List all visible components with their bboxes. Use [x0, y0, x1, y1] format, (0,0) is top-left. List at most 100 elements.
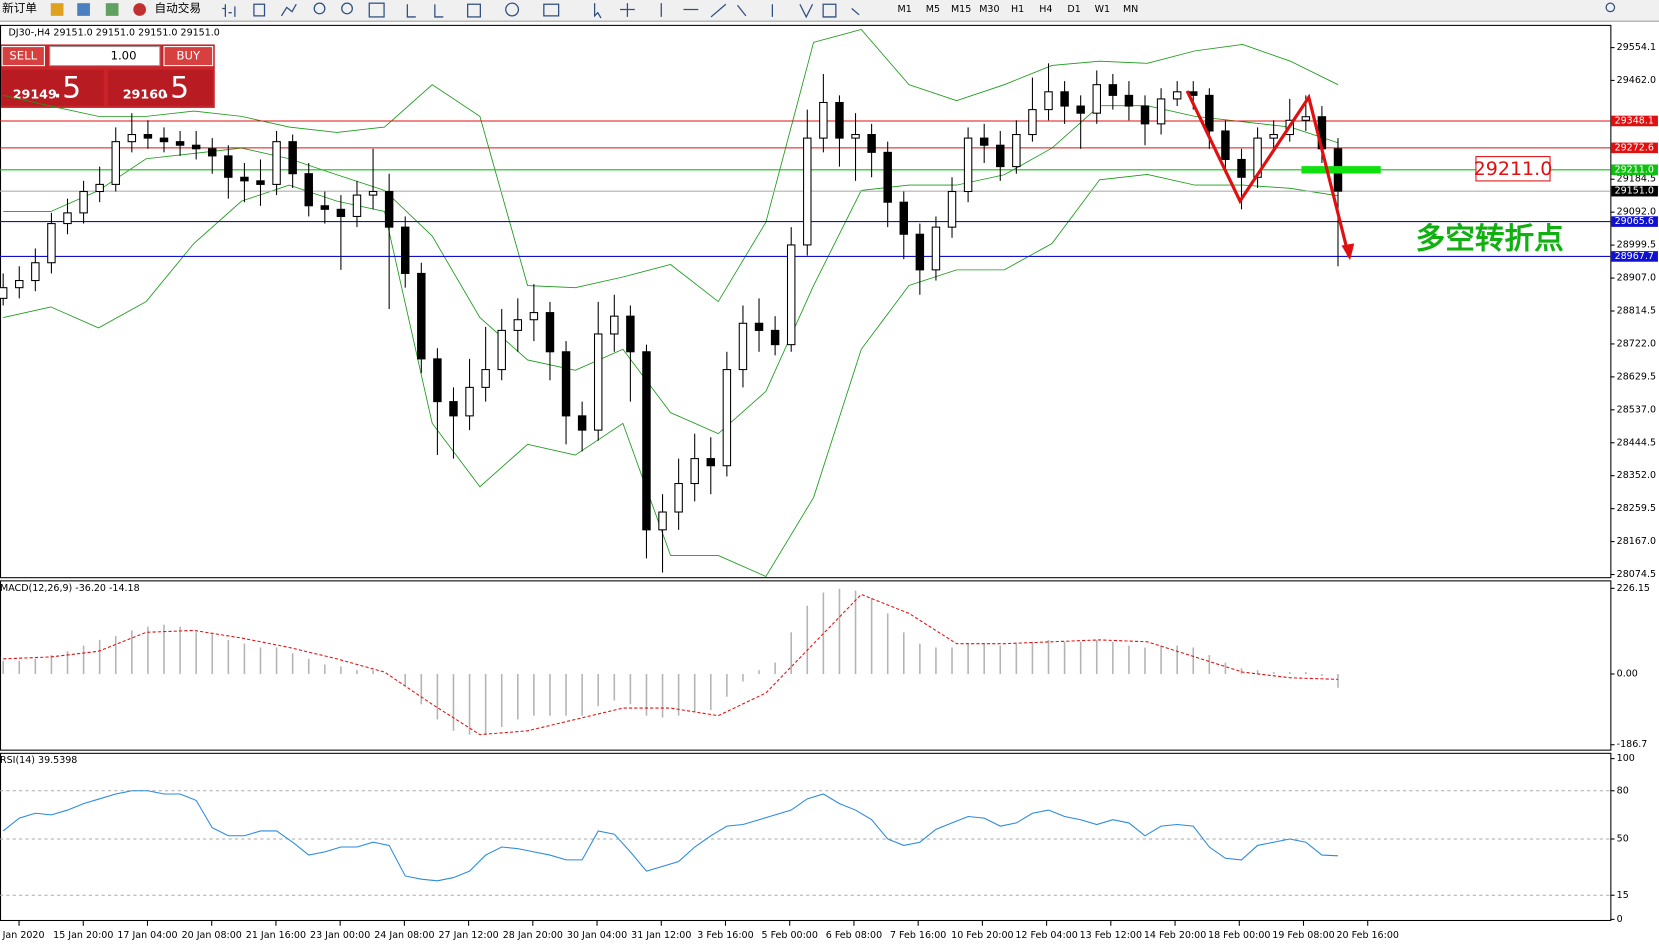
x-tick-label: 15 Jan 20:00: [53, 930, 113, 941]
x-tick-label: 6 Feb 08:00: [826, 930, 882, 941]
candle-body: [1108, 84, 1118, 96]
y-tick-label: 29462.0: [1617, 75, 1656, 86]
candle-body: [754, 322, 764, 331]
timeframe-button[interactable]: M5: [926, 4, 940, 15]
y-tick-label: 28537.0: [1617, 404, 1656, 415]
candle-body: [15, 280, 24, 289]
candle-body: [577, 415, 587, 431]
ask-box[interactable]: [107, 69, 213, 106]
zoom-out-icon[interactable]: [341, 2, 353, 15]
macd-signal: [3, 593, 1339, 736]
timeframe-button[interactable]: M15: [951, 4, 971, 15]
x-tick-label: 14 Feb 20:00: [1144, 930, 1206, 941]
candle-body: [497, 329, 506, 371]
candle-body: [95, 183, 104, 193]
chart-title: DJ30-,H4 29151.0 29151.0 29151.0 29151.0: [8, 27, 219, 38]
indicator-icon[interactable]: [467, 3, 481, 18]
candle-body: [208, 148, 217, 157]
timeframe-button[interactable]: H4: [1039, 4, 1052, 15]
y-tick-label: -186.7: [1617, 739, 1648, 750]
bollinger-lower: [3, 173, 1339, 578]
bid-box[interactable]: [2, 69, 104, 106]
draw-tools-icon[interactable]: [593, 3, 860, 19]
timeframe-button[interactable]: MN: [1123, 4, 1138, 15]
y-tick-label: 29092.0: [1617, 207, 1656, 218]
buy-button[interactable]: [163, 46, 214, 67]
candle-body: [642, 351, 651, 531]
bid-pips: .5: [53, 70, 81, 104]
candle-body: [1092, 84, 1101, 114]
y-tick-label: 0.00: [1617, 668, 1638, 679]
candle-body: [786, 244, 796, 346]
trade-panel: SELL 1.00 BUY 29149 .5 29160 .5: [0, 44, 215, 108]
price-level-tag: [1611, 185, 1658, 197]
sell-button[interactable]: [1, 46, 45, 67]
candle-body: [674, 483, 683, 513]
timeframe-button[interactable]: D1: [1067, 4, 1080, 15]
candle-body: [111, 141, 120, 185]
auto-trading-button[interactable]: 自动交易: [154, 1, 201, 15]
x-tick-label: 23 Jan 00:00: [310, 930, 370, 941]
x-tick-label: 20 Jan 08:00: [182, 930, 242, 941]
timeframe-button[interactable]: W1: [1095, 4, 1110, 15]
icon[interactable]: [50, 3, 64, 16]
volume-input[interactable]: [49, 46, 161, 67]
template-icon[interactable]: [543, 3, 560, 17]
y-tick-label: 100: [1617, 753, 1635, 764]
x-tick-label: 7 Feb 16:00: [890, 930, 946, 941]
candle-body: [1012, 134, 1021, 168]
turning-zone: [1301, 166, 1381, 174]
bid-price: 29149: [13, 87, 57, 102]
candle-body: [175, 141, 185, 146]
candle-body: [899, 201, 909, 235]
timeframe-button[interactable]: M30: [979, 4, 999, 15]
candle-body: [481, 369, 490, 388]
candle-icon[interactable]: [253, 3, 266, 17]
candle-body: [304, 173, 313, 207]
x-tick-label: 12 Feb 04:00: [1015, 930, 1077, 941]
price-level-tag: [1611, 251, 1658, 262]
y-tick-label: 226.15: [1617, 583, 1650, 594]
tile-icon[interactable]: [368, 2, 385, 18]
annotation: 29211.0: [1474, 158, 1553, 180]
y-tick-label: 29184.5: [1617, 174, 1656, 185]
x-tick-label: 31 Jan 12:00: [631, 930, 691, 941]
candle-body: [1124, 94, 1134, 107]
candle-body: [513, 319, 523, 331]
bollinger-middle: [3, 105, 1339, 435]
candle-body: [31, 262, 40, 282]
period-icon[interactable]: [505, 2, 520, 17]
y-tick-label: 28722.0: [1617, 338, 1656, 349]
candle-body: [336, 208, 346, 217]
candle-body: [384, 190, 394, 228]
x-tick-label: 13 Feb 12:00: [1080, 930, 1142, 941]
y-tick-label: 28167.0: [1617, 536, 1656, 547]
candle-body: [1301, 116, 1311, 121]
candle-body: [417, 272, 426, 360]
line-chart-icon[interactable]: [280, 3, 297, 17]
icon[interactable]: [77, 3, 90, 16]
icon[interactable]: [133, 3, 147, 16]
indicator-title: RSI(14) 39.5398: [0, 755, 77, 766]
candle-body: [867, 134, 876, 153]
y-tick-label: 28259.5: [1617, 503, 1656, 514]
price-level-label: 29065.6: [1615, 216, 1654, 227]
candle-body: [224, 155, 233, 178]
x-tick-label: 4 Jan 2020: [0, 930, 45, 941]
ask-pips: .5: [161, 70, 189, 104]
candle-body: [1076, 105, 1085, 114]
candle-body: [288, 141, 297, 175]
bar-chart-icon[interactable]: [222, 4, 236, 17]
candle-body: [593, 333, 603, 431]
timeframe-button[interactable]: M1: [897, 4, 911, 15]
icon[interactable]: [105, 3, 119, 16]
zoom-in-icon[interactable]: [313, 2, 326, 15]
scroll-icon[interactable]: [406, 4, 444, 18]
candle-body: [931, 226, 941, 271]
search-icon[interactable]: [1605, 2, 1616, 13]
timeframe-button[interactable]: H1: [1011, 4, 1024, 15]
new-order-button[interactable]: 新订单: [2, 1, 37, 15]
